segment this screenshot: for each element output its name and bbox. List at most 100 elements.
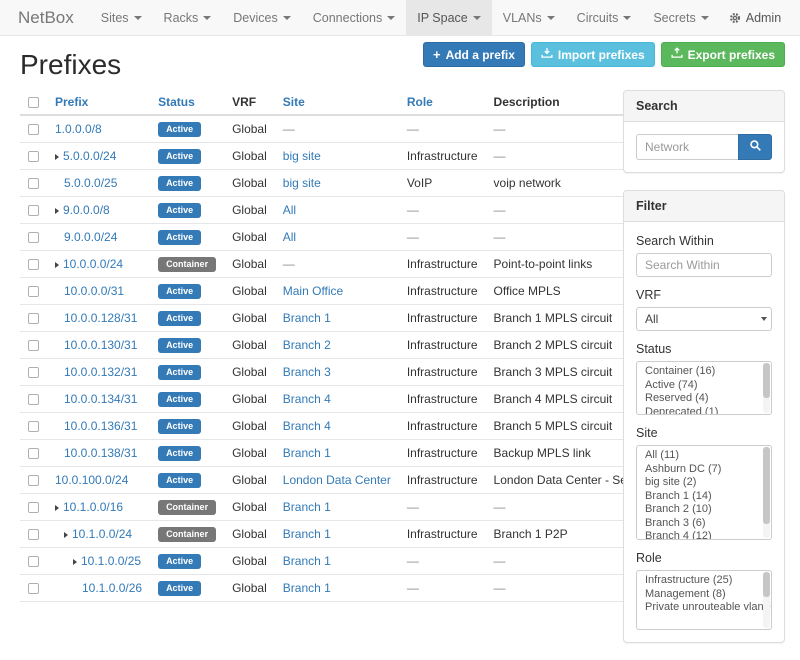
site-link[interactable]: Branch 1 xyxy=(282,527,331,541)
prefix-link[interactable]: 10.1.0.0/16 xyxy=(63,500,124,514)
row-checkbox[interactable] xyxy=(28,313,39,325)
site-link[interactable]: Branch 1 xyxy=(282,311,331,325)
row-checkbox[interactable] xyxy=(28,394,39,406)
listbox-option[interactable]: Ashburn DC (7) xyxy=(645,462,722,475)
prefix-link[interactable]: 10.1.0.0/24 xyxy=(72,527,133,541)
row-checkbox[interactable] xyxy=(28,232,39,244)
site-link[interactable]: Branch 1 xyxy=(282,500,331,514)
expand-arrow-icon[interactable] xyxy=(55,153,59,160)
row-checkbox[interactable] xyxy=(28,529,39,541)
site-link[interactable]: Branch 1 xyxy=(282,554,331,568)
prefix-link[interactable]: 5.0.0.0/24 xyxy=(63,149,117,163)
site-link[interactable]: Branch 4 xyxy=(282,419,331,433)
prefix-link[interactable]: 10.0.0.134/31 xyxy=(64,392,138,406)
sort-link-role[interactable]: Role xyxy=(406,95,433,109)
site-link[interactable]: Branch 2 xyxy=(282,338,331,352)
row-checkbox[interactable] xyxy=(28,556,39,568)
nav-item-ip-space[interactable]: IP Space xyxy=(406,0,492,35)
prefix-link[interactable]: 10.0.100.0/24 xyxy=(55,473,129,487)
prefix-link[interactable]: 10.0.0.130/31 xyxy=(64,338,138,352)
site-link[interactable]: Main Office xyxy=(282,284,344,298)
expand-arrow-icon[interactable] xyxy=(55,207,59,214)
site-link[interactable]: London Data Center xyxy=(282,473,391,487)
prefix-link[interactable]: 10.0.0.138/31 xyxy=(64,446,138,460)
scrollbar-thumb[interactable] xyxy=(763,572,770,598)
listbox-option[interactable]: Container (16) xyxy=(645,365,716,377)
site-link[interactable]: All xyxy=(282,230,297,244)
listbox-option[interactable]: big site (2) xyxy=(645,476,697,488)
listbox-option[interactable]: Branch 2 (10) xyxy=(645,503,712,515)
scrollbar-thumb[interactable] xyxy=(763,447,770,525)
nav-item-circuits[interactable]: Circuits xyxy=(566,0,643,35)
sort-link-site[interactable]: Site xyxy=(282,95,305,109)
nav-item-racks[interactable]: Racks xyxy=(153,0,223,35)
row-checkbox[interactable] xyxy=(28,340,39,352)
prefix-link[interactable]: 9.0.0.0/24 xyxy=(64,230,118,244)
brand-logo[interactable]: NetBox xyxy=(18,7,74,27)
row-checkbox[interactable] xyxy=(28,286,39,298)
nav-item-vlans[interactable]: VLANs xyxy=(492,0,566,35)
prefix-link[interactable]: 10.0.0.0/31 xyxy=(64,284,125,298)
site-link[interactable]: All xyxy=(282,203,297,217)
user-menu-profile[interactable]: Profile xyxy=(790,0,800,35)
search-button[interactable] xyxy=(738,134,772,160)
row-checkbox[interactable] xyxy=(28,367,39,379)
user-menu-admin[interactable]: Admin xyxy=(720,0,790,35)
export-prefixes-button[interactable]: Export prefixes xyxy=(660,42,785,67)
select-all-checkbox[interactable] xyxy=(28,97,39,109)
import-prefixes-button[interactable]: Import prefixes xyxy=(530,42,655,67)
expand-arrow-icon[interactable] xyxy=(64,531,68,538)
row-checkbox[interactable] xyxy=(28,124,39,136)
site-link[interactable]: big site xyxy=(282,176,321,190)
listbox-option[interactable]: All (11) xyxy=(645,449,680,461)
row-checkbox[interactable] xyxy=(28,475,39,487)
nav-item-connections[interactable]: Connections xyxy=(302,0,407,35)
row-checkbox[interactable] xyxy=(28,178,39,190)
prefix-link[interactable]: 10.0.0.132/31 xyxy=(64,365,138,379)
site-link[interactable]: Branch 3 xyxy=(282,365,331,379)
listbox-option[interactable]: Infrastructure (25) xyxy=(645,574,733,586)
listbox-option[interactable]: Branch 4 (12) xyxy=(645,530,712,540)
row-checkbox[interactable] xyxy=(28,259,39,271)
status-listbox[interactable]: Container (16) Active (74) Reserved (4) Dep… xyxy=(636,361,772,415)
site-link[interactable]: Branch 1 xyxy=(282,446,331,460)
nav-item-sites[interactable]: Sites xyxy=(90,0,153,35)
listbox-option[interactable]: Branch 1 (14) xyxy=(645,489,712,502)
row-checkbox[interactable] xyxy=(28,421,39,433)
expand-arrow-icon[interactable] xyxy=(55,504,59,511)
listbox-option[interactable]: Reserved (4) xyxy=(645,392,709,404)
listbox-option[interactable]: Private unrouteable vlan (0) xyxy=(645,601,772,613)
expand-arrow-icon[interactable] xyxy=(55,261,59,268)
nav-item-devices[interactable]: Devices xyxy=(222,0,301,35)
site-listbox[interactable]: All (11) Ashburn DC (7) big site (2) Branch… xyxy=(636,445,772,540)
row-checkbox[interactable] xyxy=(28,583,39,595)
prefix-link[interactable]: 10.0.0.0/24 xyxy=(63,257,124,271)
prefix-link[interactable]: 5.0.0.0/25 xyxy=(64,176,118,190)
vrf-select[interactable]: All xyxy=(636,307,772,331)
row-checkbox[interactable] xyxy=(28,205,39,217)
sort-link-prefix[interactable]: Prefix xyxy=(55,95,89,109)
scrollbar-thumb[interactable] xyxy=(763,363,770,398)
listbox-option[interactable]: Branch 3 (6) xyxy=(645,516,706,529)
sort-link-status[interactable]: Status xyxy=(158,95,195,109)
add-prefix-button[interactable]: + Add a prefix xyxy=(422,42,525,67)
expand-arrow-icon[interactable] xyxy=(73,558,77,565)
row-checkbox[interactable] xyxy=(28,448,39,460)
row-checkbox[interactable] xyxy=(28,151,39,163)
prefix-link[interactable]: 10.1.0.0/25 xyxy=(81,554,142,568)
row-checkbox[interactable] xyxy=(28,502,39,514)
prefix-link[interactable]: 10.1.0.0/26 xyxy=(82,581,143,595)
listbox-option[interactable]: Management (8) xyxy=(645,587,726,600)
site-link[interactable]: Branch 4 xyxy=(282,392,331,406)
site-link[interactable]: Branch 1 xyxy=(282,581,331,595)
site-link[interactable]: big site xyxy=(282,149,321,163)
prefix-link[interactable]: 10.0.0.128/31 xyxy=(64,311,138,325)
prefix-link[interactable]: 10.0.0.136/31 xyxy=(64,419,138,433)
listbox-option[interactable]: Deprecated (1) xyxy=(645,405,719,415)
role-listbox[interactable]: Infrastructure (25) Management (8) Private… xyxy=(636,570,772,630)
search-within-input[interactable] xyxy=(636,253,772,277)
nav-item-secrets[interactable]: Secrets xyxy=(642,0,719,35)
listbox-option[interactable]: Active (74) xyxy=(645,378,698,391)
search-input[interactable] xyxy=(636,134,738,160)
prefix-link[interactable]: 1.0.0.0/8 xyxy=(55,122,102,136)
